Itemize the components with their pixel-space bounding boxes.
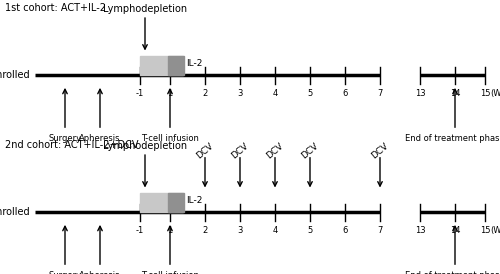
Bar (140, 56, 182, 75)
Text: DCV: DCV (370, 141, 390, 160)
Text: 14: 14 (450, 89, 460, 98)
Text: 5: 5 (308, 226, 312, 235)
Text: 2: 2 (202, 89, 207, 98)
Bar (140, 193, 182, 212)
Text: 7: 7 (378, 226, 382, 235)
Text: 4: 4 (272, 226, 278, 235)
Text: 3: 3 (238, 89, 242, 98)
Text: Lymphodepletion: Lymphodepletion (103, 4, 187, 14)
Text: 6: 6 (342, 226, 347, 235)
Text: IL-2: IL-2 (186, 59, 203, 68)
Text: IL-2: IL-2 (186, 196, 203, 205)
Text: T-cell infusion: T-cell infusion (141, 134, 199, 143)
Text: 2nd cohort: ACT+IL-2+DCV: 2nd cohort: ACT+IL-2+DCV (5, 140, 138, 150)
Text: End of treatment phase: End of treatment phase (405, 134, 500, 143)
Bar (168, 56, 184, 75)
Text: Lymphodepletion: Lymphodepletion (103, 141, 187, 151)
Bar (168, 193, 184, 212)
Text: DCV: DCV (230, 141, 250, 160)
Text: 15: 15 (480, 226, 490, 235)
Text: 3: 3 (238, 226, 242, 235)
Text: DCV: DCV (194, 141, 216, 160)
Text: Enrolled: Enrolled (0, 70, 30, 80)
Text: (Weeks): (Weeks) (490, 89, 500, 98)
Text: 13: 13 (414, 89, 426, 98)
Text: DCV: DCV (264, 141, 285, 160)
Text: 1st cohort: ACT+IL-2: 1st cohort: ACT+IL-2 (5, 3, 106, 13)
Text: -1: -1 (136, 226, 144, 235)
Text: End of treatment phase: End of treatment phase (405, 271, 500, 274)
Text: 13: 13 (414, 226, 426, 235)
Text: -1: -1 (136, 89, 144, 98)
Text: T-cell infusion: T-cell infusion (141, 271, 199, 274)
Text: (Weeks): (Weeks) (490, 226, 500, 235)
Text: 7: 7 (378, 89, 382, 98)
Text: Apheresis: Apheresis (79, 271, 121, 274)
Text: Apheresis: Apheresis (79, 134, 121, 143)
Text: 4: 4 (272, 89, 278, 98)
Text: Surgery: Surgery (48, 134, 82, 143)
Text: 1: 1 (168, 89, 172, 98)
Text: 6: 6 (342, 89, 347, 98)
Text: 2: 2 (202, 226, 207, 235)
Text: DCV: DCV (300, 141, 320, 160)
Text: 14: 14 (450, 226, 460, 235)
Text: 5: 5 (308, 89, 312, 98)
Text: 1: 1 (168, 226, 172, 235)
Text: Enrolled: Enrolled (0, 207, 30, 217)
Text: Surgery: Surgery (48, 271, 82, 274)
Text: 15: 15 (480, 89, 490, 98)
